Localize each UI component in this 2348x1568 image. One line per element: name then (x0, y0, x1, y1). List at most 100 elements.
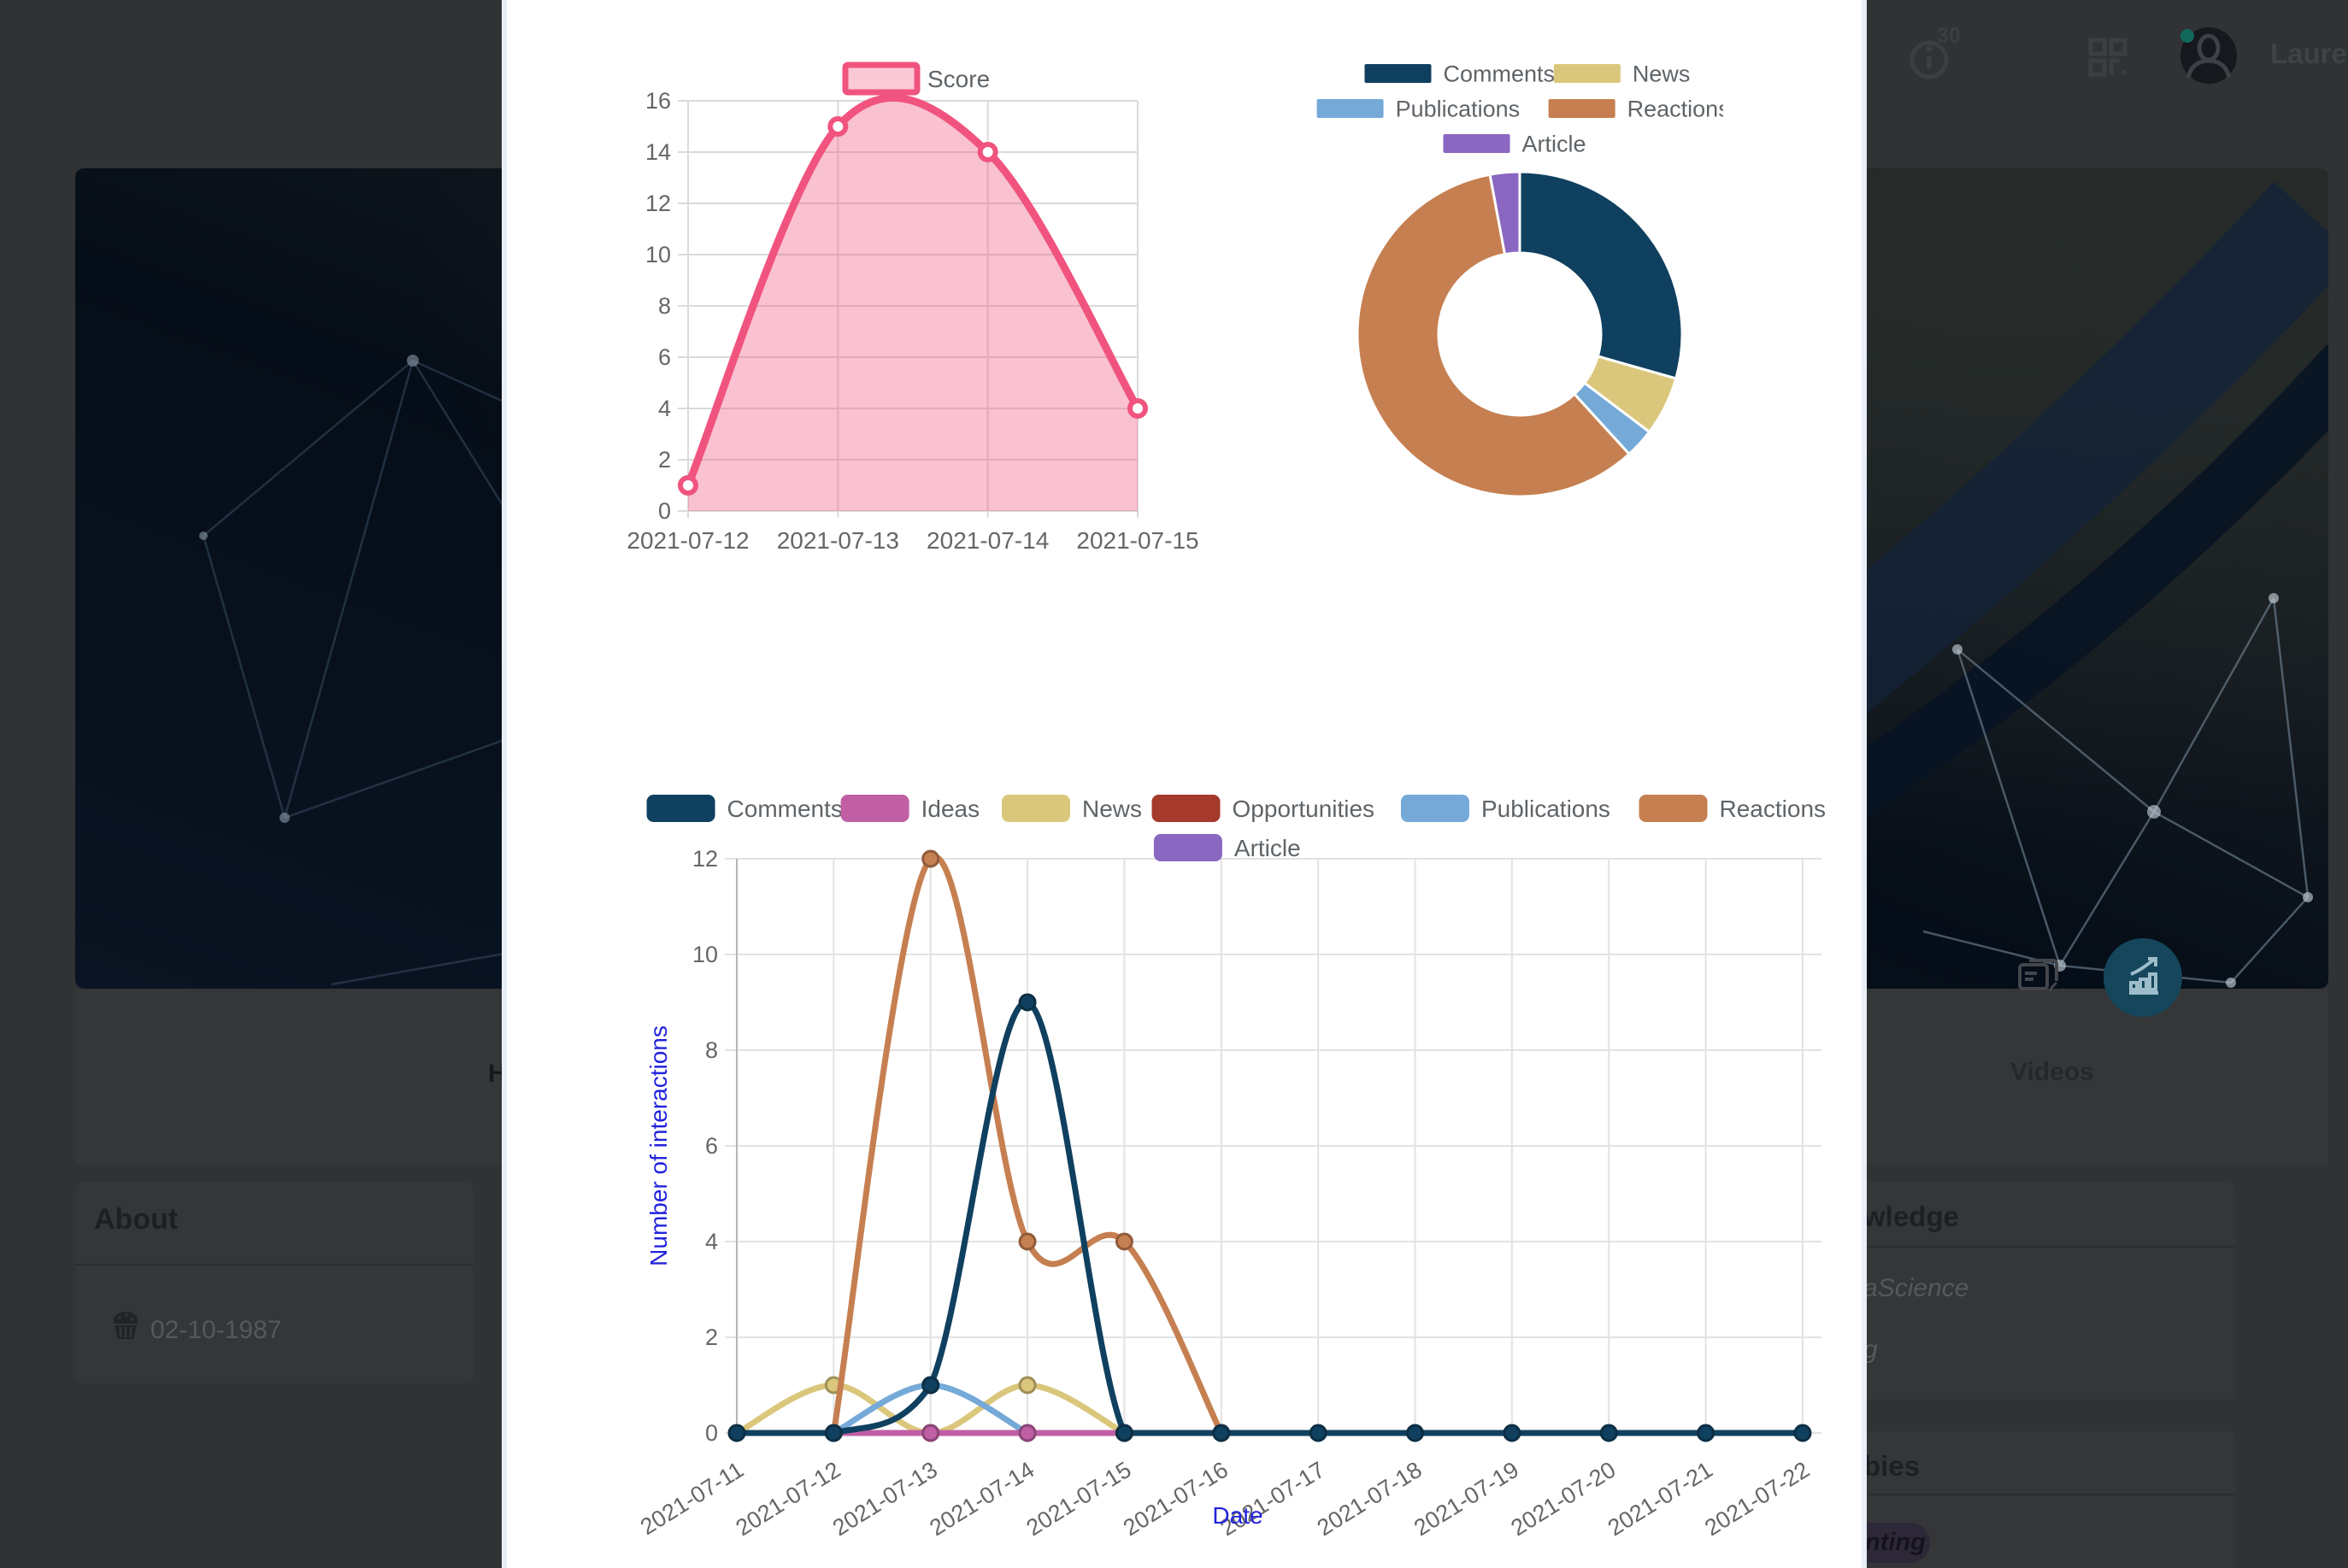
tick-label: 10 (645, 242, 671, 267)
data-point-reactions (1018, 1232, 1037, 1251)
tick-label: 6 (705, 1133, 718, 1159)
statistics-modal: 0 2 4 6 8 10 12 14 16 2021-07-12 2021-07-13 2021-07… (502, 0, 1867, 1568)
legend-label: Article (1522, 131, 1586, 156)
tick-label: 2021-07-18 (1313, 1457, 1427, 1542)
legend-item-publications[interactable]: Publications (1316, 96, 1521, 121)
tick-label: 12 (692, 846, 718, 872)
data-point-comments (1503, 1424, 1521, 1442)
tick-label: 4 (705, 1229, 718, 1254)
interactions-line-chart[interactable]: 0246810122021-07-112021-07-122021-07-132… (603, 769, 1886, 1568)
legend-item-comments[interactable]: Comments (1364, 61, 1555, 86)
legend-item-ideas[interactable]: Ideas (840, 795, 980, 822)
tick-label: 2021-07-15 (1076, 527, 1198, 554)
data-point-comments (921, 1376, 940, 1395)
apps-grid-icon[interactable] (2088, 38, 2129, 79)
legend-item-news[interactable]: News (1002, 795, 1142, 822)
tick-label: 10 (692, 942, 718, 967)
legend-swatch-ideas (840, 795, 909, 822)
legend-swatch-score (842, 62, 921, 96)
legend-item-reactions[interactable]: Reactions (1548, 96, 1723, 121)
id-card-icon[interactable] (2017, 956, 2062, 997)
data-point-reactions (1115, 1232, 1133, 1251)
score-chart[interactable]: 0 2 4 6 8 10 12 14 16 2021-07-12 2021-07-13 2021-07… (595, 43, 1245, 590)
legend-swatch-news (1002, 795, 1070, 822)
tick-label: 2021-07-15 (1022, 1457, 1136, 1542)
legend-label: Ideas (921, 796, 980, 822)
tick-label: 2 (658, 447, 671, 473)
birthday-value: 02-10-1987 (150, 1316, 282, 1344)
tab-videos[interactable]: Videos (2010, 1058, 2094, 1086)
legend-label: Opportunities (1233, 796, 1375, 822)
donut-slice-reactions[interactable] (1356, 173, 1631, 498)
tick-label: 0 (705, 1420, 718, 1446)
tick-label: 16 (645, 88, 671, 114)
tick-label: 2021-07-11 (636, 1457, 748, 1541)
notification-badge: 30 (1937, 24, 1961, 48)
series-comments-line[interactable] (733, 999, 1806, 1436)
legend-swatch-reactions (1548, 99, 1615, 118)
tick-label: 2021-07-19 (1409, 1457, 1523, 1542)
interactions-donut-chart[interactable]: Comments News Publications Reactions Article (1313, 43, 1723, 521)
tick-label: 2 (705, 1324, 718, 1350)
data-point-news (1018, 1376, 1037, 1395)
tick-label: 2021-07-22 (1700, 1457, 1814, 1542)
legend-item-article[interactable]: Article (1153, 834, 1301, 861)
data-point-comments (1018, 993, 1037, 1012)
legend-label: News (1633, 61, 1691, 86)
data-point-comments (1115, 1424, 1133, 1442)
x-axis-title: Date (1212, 1502, 1262, 1529)
knowledge-title-partial: wledge (1863, 1201, 1959, 1232)
about-title: About (94, 1203, 179, 1236)
tick-label: 2021-07-20 (1506, 1457, 1620, 1542)
legend-swatch-article (1443, 134, 1510, 153)
data-point-ideas (1018, 1424, 1037, 1442)
legend-item-opportunities[interactable]: Opportunities (1151, 795, 1375, 822)
legend-item-article[interactable]: Article (1443, 131, 1586, 156)
tick-label: 8 (658, 293, 671, 319)
legend-swatch-comments (646, 795, 715, 822)
tick-label: 4 (658, 396, 671, 421)
tick-label: 2021-07-14 (927, 527, 1049, 554)
data-point-comments (1697, 1424, 1715, 1442)
legend-item-publications[interactable]: Publications (1400, 795, 1610, 822)
legend-swatch-reactions (1639, 795, 1708, 822)
data-point (678, 475, 698, 496)
legend-label: News (1082, 796, 1142, 822)
donut-slice-comments[interactable] (1518, 170, 1684, 380)
legend-label: Reactions (1627, 96, 1723, 121)
data-point (827, 116, 849, 137)
data-point-comments (824, 1424, 843, 1442)
legend-item-reactions[interactable]: Reactions (1639, 795, 1827, 822)
legend-item-news[interactable]: News (1553, 61, 1691, 86)
data-point-comments (1599, 1424, 1618, 1442)
donut-slice-article[interactable] (1488, 170, 1521, 256)
tick-label: 2021-07-21 (1604, 1457, 1717, 1542)
data-point (977, 142, 998, 162)
info-icon[interactable] (1909, 35, 1953, 83)
legend-swatch-publications (1316, 99, 1384, 118)
legend-label: Article (1234, 835, 1301, 861)
data-point-reactions (921, 849, 940, 868)
legend-item-comments[interactable]: Comments (646, 795, 843, 822)
tick-label: 2021-07-13 (777, 527, 899, 554)
avatar[interactable] (2178, 25, 2239, 86)
legend-label: Publications (1481, 796, 1610, 822)
data-point-comments (1793, 1424, 1812, 1442)
birthday-muffin-icon (113, 1312, 138, 1339)
hobbies-title-partial: bies (1863, 1450, 1921, 1482)
legend-swatch-article (1153, 834, 1222, 861)
user-name[interactable]: Laurent (2270, 38, 2348, 69)
hobby-chip-label: nting (1865, 1529, 1926, 1556)
statistics-fab-button[interactable] (2104, 938, 2182, 1017)
divider (75, 1264, 474, 1266)
online-status-dot (2180, 29, 2194, 43)
data-point-ideas (921, 1424, 940, 1442)
tick-label: 2021-07-12 (732, 1457, 845, 1542)
divider (1778, 1494, 2235, 1495)
legend-swatch-news (1553, 64, 1621, 83)
score-line (684, 93, 1142, 490)
data-point-comments (727, 1424, 746, 1442)
knowledge-item2-partial: g (1863, 1336, 1878, 1364)
legend-label: Comments (727, 796, 843, 822)
